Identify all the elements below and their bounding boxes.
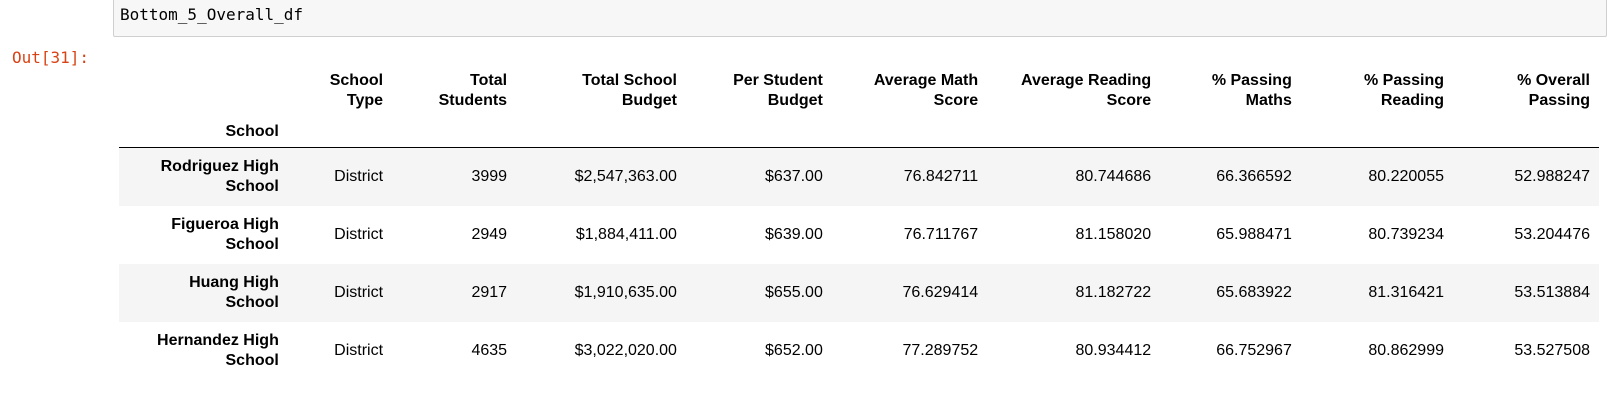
cell-overall-passing: 53.527508: [1514, 341, 1590, 359]
cell-passing-reading: 80.739234: [1368, 225, 1444, 243]
cell-total-school-budget: $1,884,411.00: [575, 225, 677, 243]
cell-passing-reading: 81.316421: [1368, 283, 1444, 301]
cell-passing-reading: 80.220055: [1368, 167, 1444, 185]
cell-school-type: District: [334, 167, 384, 185]
output-prompt: Out[31]:: [12, 48, 90, 67]
cell-average-reading-score: 81.158020: [1075, 225, 1152, 243]
cell-total-school-budget: $2,547,363.00: [574, 167, 677, 185]
table-row: Figueroa High School District 2949 $1,884…: [119, 206, 1599, 264]
cell-passing-maths: 66.366592: [1216, 167, 1292, 185]
cell-average-math-score: 77.289752: [902, 341, 979, 359]
dataframe-table: School Type Total Students Total School Bud…: [119, 68, 1599, 380]
cell-average-reading-score: 81.182722: [1075, 283, 1152, 301]
row-index-school: Huang High School: [189, 273, 279, 311]
column-header-school-type: School Type: [329, 72, 384, 109]
code-input-cell[interactable]: Bottom_5_Overall_df: [113, 0, 1607, 37]
cell-passing-maths: 66.752967: [1216, 341, 1292, 359]
cell-passing-maths: 65.988471: [1216, 225, 1292, 243]
cell-total-school-budget: $3,022,020.00: [574, 341, 677, 359]
column-header-row: School Type Total Students Total School Bud…: [119, 68, 1599, 117]
cell-total-students: 3999: [471, 167, 508, 185]
column-header-average-math-score: Average Math Score: [873, 72, 979, 109]
cell-total-students: 4635: [471, 341, 508, 359]
cell-average-math-score: 76.629414: [902, 283, 979, 301]
cell-per-student-budget: $639.00: [765, 225, 823, 243]
cell-passing-maths: 65.683922: [1216, 283, 1292, 301]
cell-total-students: 2917: [471, 283, 508, 301]
column-header-average-reading-score: Average Reading Score: [1021, 72, 1152, 109]
table-row: Huang High School District 2917 $1,910,63…: [119, 263, 1599, 322]
table-row: Rodriguez High School District 3999 $2,54…: [119, 147, 1599, 206]
row-index-school: Figueroa High School: [171, 215, 279, 253]
cell-average-reading-score: 80.934412: [1075, 341, 1152, 359]
cell-average-math-score: 76.842711: [903, 167, 979, 185]
index-name-header: School: [119, 117, 288, 148]
cell-overall-passing: 52.988247: [1514, 167, 1590, 185]
index-header-row: School: [119, 117, 1599, 148]
dataframe-output: School Type Total Students Total School Bud…: [119, 68, 1599, 380]
row-index-school: Hernandez High School: [157, 331, 279, 369]
column-header-passing-reading: % Passing Reading: [1363, 72, 1444, 109]
cell-per-student-budget: $637.00: [765, 167, 823, 185]
column-header-total-students: Total Students: [438, 72, 508, 109]
table-row: Hernandez High School District 4635 $3,02…: [119, 322, 1599, 380]
column-header-per-student-budget: Per Student Budget: [733, 72, 823, 109]
column-header-total-school-budget: Total School Budget: [582, 72, 677, 109]
column-header-passing-maths: % Passing Maths: [1211, 72, 1292, 109]
cell-average-math-score: 76.711767: [903, 225, 979, 243]
cell-school-type: District: [334, 341, 384, 359]
cell-school-type: District: [334, 283, 384, 301]
cell-passing-reading: 80.862999: [1368, 341, 1444, 359]
cell-average-reading-score: 80.744686: [1075, 167, 1152, 185]
cell-per-student-budget: $652.00: [765, 341, 823, 359]
cell-total-school-budget: $1,910,635.00: [574, 283, 677, 301]
code-line[interactable]: Bottom_5_Overall_df: [120, 5, 304, 24]
row-index-school: Rodriguez High School: [160, 157, 279, 195]
cell-per-student-budget: $655.00: [765, 283, 823, 301]
cell-total-students: 2949: [471, 225, 508, 243]
column-header-overall-passing: % Overall Passing: [1517, 72, 1590, 109]
cell-school-type: District: [334, 225, 384, 243]
cell-overall-passing: 53.204476: [1514, 225, 1590, 243]
blank-header-cell: [119, 68, 288, 117]
cell-overall-passing: 53.513884: [1514, 283, 1590, 301]
